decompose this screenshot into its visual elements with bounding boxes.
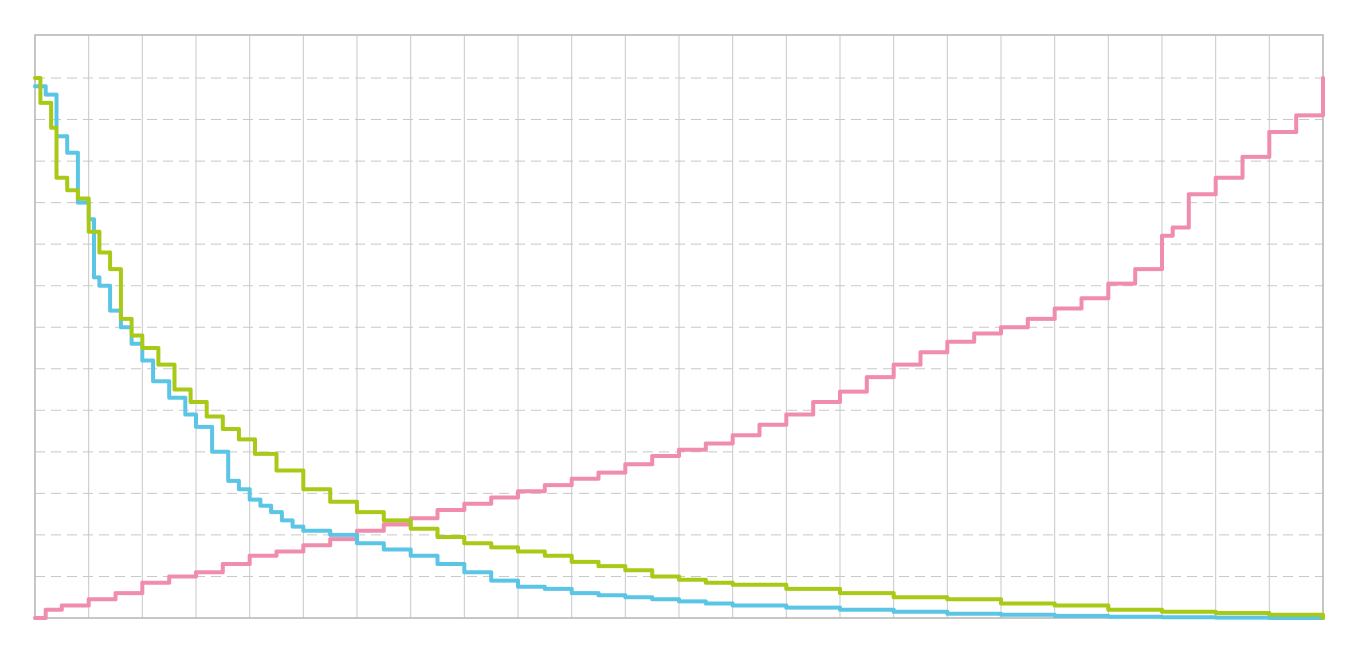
series-line-1 bbox=[33, 76, 1325, 620]
vertical-gridlines bbox=[88, 35, 1324, 618]
plot-border bbox=[34, 34, 1324, 619]
series-line-3 bbox=[33, 76, 1325, 620]
plot-frame bbox=[34, 34, 1324, 619]
series-lines bbox=[33, 76, 1325, 620]
